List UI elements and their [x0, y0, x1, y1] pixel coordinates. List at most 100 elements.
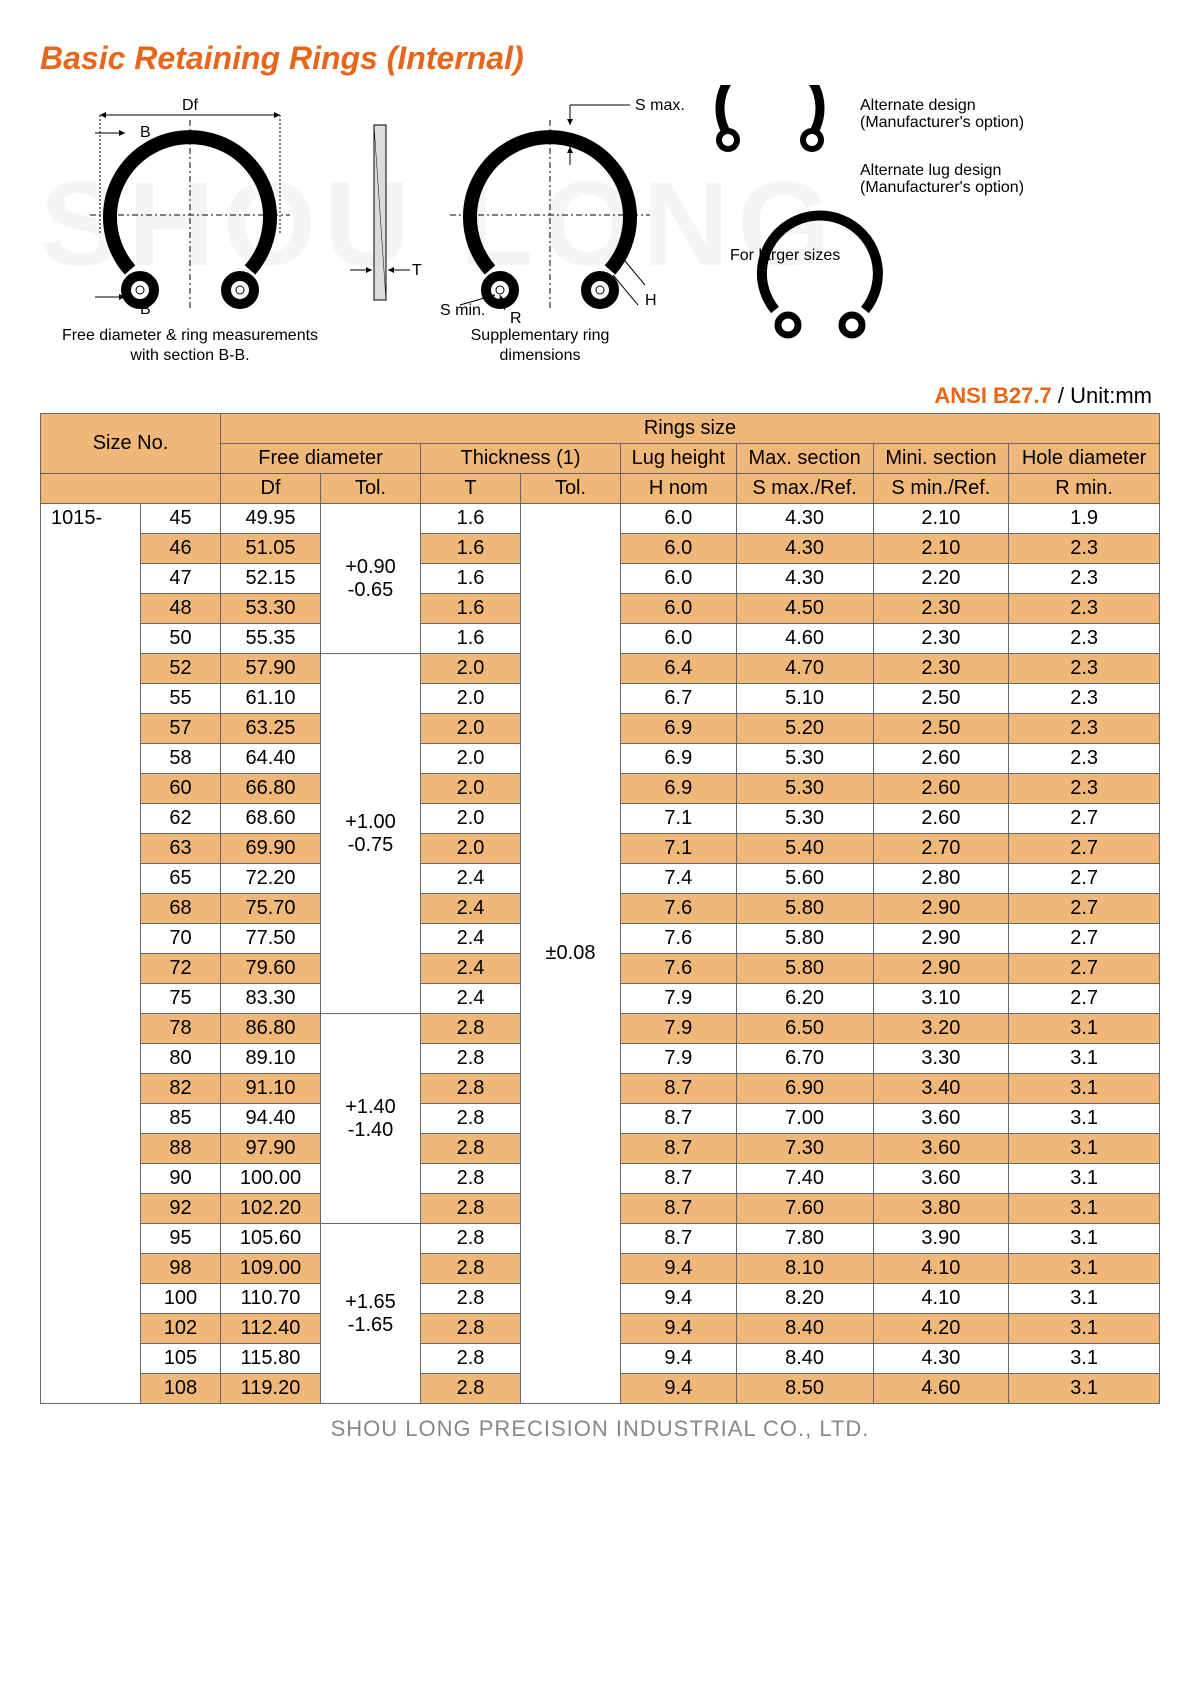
cell-n: 78: [141, 1014, 221, 1044]
cell-t: 2.0: [421, 684, 521, 714]
cell-t: 2.0: [421, 774, 521, 804]
cell-h: 7.6: [621, 894, 737, 924]
cell-df: 77.50: [221, 924, 321, 954]
diagram-area: SHOU LONG Df B B: [40, 85, 1160, 375]
cell-n: 92: [141, 1194, 221, 1224]
th-free-diameter: Free diameter: [221, 444, 421, 474]
cell-n: 63: [141, 834, 221, 864]
cell-tol-t: ±0.08: [521, 504, 621, 1404]
svg-text:S min.: S min.: [440, 302, 485, 319]
cell-r: 3.1: [1009, 1224, 1160, 1254]
cell-t: 2.8: [421, 1344, 521, 1374]
cell-df: 75.70: [221, 894, 321, 924]
cell-df: 72.20: [221, 864, 321, 894]
cell-smin: 2.80: [873, 864, 1009, 894]
cell-smax: 4.30: [736, 564, 873, 594]
cell-r: 2.7: [1009, 804, 1160, 834]
svg-text:B: B: [140, 301, 151, 318]
cell-df: 69.90: [221, 834, 321, 864]
cell-h: 7.9: [621, 1044, 737, 1074]
cell-r: 3.1: [1009, 1314, 1160, 1344]
cell-smin: 2.50: [873, 684, 1009, 714]
cell-smin: 2.10: [873, 504, 1009, 534]
cell-tol-df: +0.90 -0.65: [321, 504, 421, 654]
cell-r: 3.1: [1009, 1104, 1160, 1134]
cell-df: 57.90: [221, 654, 321, 684]
th-df: Df: [221, 474, 321, 504]
cell-df: 63.25: [221, 714, 321, 744]
cell-t: 1.6: [421, 624, 521, 654]
cell-n: 45: [141, 504, 221, 534]
cell-n: 62: [141, 804, 221, 834]
cell-smax: 8.40: [736, 1314, 873, 1344]
cell-r: 2.7: [1009, 984, 1160, 1014]
cell-r: 2.3: [1009, 774, 1160, 804]
cell-h: 9.4: [621, 1314, 737, 1344]
cell-smin: 2.90: [873, 924, 1009, 954]
cell-df: 61.10: [221, 684, 321, 714]
svg-text:For larger sizes: For larger sizes: [730, 247, 840, 264]
cell-t: 2.4: [421, 894, 521, 924]
cell-smin: 3.90: [873, 1224, 1009, 1254]
cell-t: 2.8: [421, 1134, 521, 1164]
svg-text:dimensions: dimensions: [500, 347, 581, 364]
cell-smin: 3.60: [873, 1134, 1009, 1164]
cell-n: 75: [141, 984, 221, 1014]
cell-t: 2.8: [421, 1164, 521, 1194]
cell-df: 109.00: [221, 1254, 321, 1284]
cell-h: 9.4: [621, 1374, 737, 1404]
th-smax: S max./Ref.: [736, 474, 873, 504]
cell-smin: 2.90: [873, 954, 1009, 984]
cell-smax: 6.70: [736, 1044, 873, 1074]
cell-h: 6.0: [621, 624, 737, 654]
cell-h: 6.9: [621, 744, 737, 774]
cell-h: 8.7: [621, 1134, 737, 1164]
th-rmin: R min.: [1009, 474, 1160, 504]
cell-n: 70: [141, 924, 221, 954]
cell-h: 8.7: [621, 1074, 737, 1104]
cell-h: 7.6: [621, 954, 737, 984]
footer: SHOU LONG PRECISION INDUSTRIAL CO., LTD.: [40, 1416, 1160, 1442]
cell-n: 98: [141, 1254, 221, 1284]
standard-code: ANSI B27.7: [934, 383, 1051, 408]
cell-smax: 5.10: [736, 684, 873, 714]
cell-r: 3.1: [1009, 1014, 1160, 1044]
cell-smax: 4.30: [736, 534, 873, 564]
cell-n: 47: [141, 564, 221, 594]
cell-smin: 2.30: [873, 624, 1009, 654]
cell-r: 2.7: [1009, 954, 1160, 984]
cell-h: 7.1: [621, 834, 737, 864]
cell-smax: 4.30: [736, 504, 873, 534]
cell-smax: 7.80: [736, 1224, 873, 1254]
cell-smin: 2.60: [873, 774, 1009, 804]
cell-h: 9.4: [621, 1254, 737, 1284]
cell-r: 2.3: [1009, 744, 1160, 774]
svg-text:with section B-B.: with section B-B.: [129, 347, 249, 364]
cell-h: 9.4: [621, 1284, 737, 1314]
cell-h: 7.9: [621, 984, 737, 1014]
cell-t: 2.8: [421, 1194, 521, 1224]
svg-text:T: T: [412, 262, 422, 279]
cell-df: 55.35: [221, 624, 321, 654]
cell-smax: 4.50: [736, 594, 873, 624]
cell-df: 100.00: [221, 1164, 321, 1194]
cell-smax: 4.70: [736, 654, 873, 684]
cell-df: 105.60: [221, 1224, 321, 1254]
svg-text:(Manufacturer's option): (Manufacturer's option): [860, 114, 1024, 131]
cell-df: 83.30: [221, 984, 321, 1014]
th-thickness: Thickness (1): [421, 444, 621, 474]
cell-n: 102: [141, 1314, 221, 1344]
th-hnom: H nom: [621, 474, 737, 504]
cell-h: 8.7: [621, 1194, 737, 1224]
cell-tol-df: +1.65 -1.65: [321, 1224, 421, 1404]
cell-df: 51.05: [221, 534, 321, 564]
ring-diagrams: Df B B Free diameter & ring measurements…: [40, 85, 1160, 375]
cell-r: 3.1: [1009, 1284, 1160, 1314]
cell-t: 2.8: [421, 1074, 521, 1104]
cell-r: 2.7: [1009, 834, 1160, 864]
cell-smax: 6.50: [736, 1014, 873, 1044]
cell-df: 119.20: [221, 1374, 321, 1404]
cell-smax: 7.60: [736, 1194, 873, 1224]
cell-h: 8.7: [621, 1164, 737, 1194]
cell-smin: 3.20: [873, 1014, 1009, 1044]
